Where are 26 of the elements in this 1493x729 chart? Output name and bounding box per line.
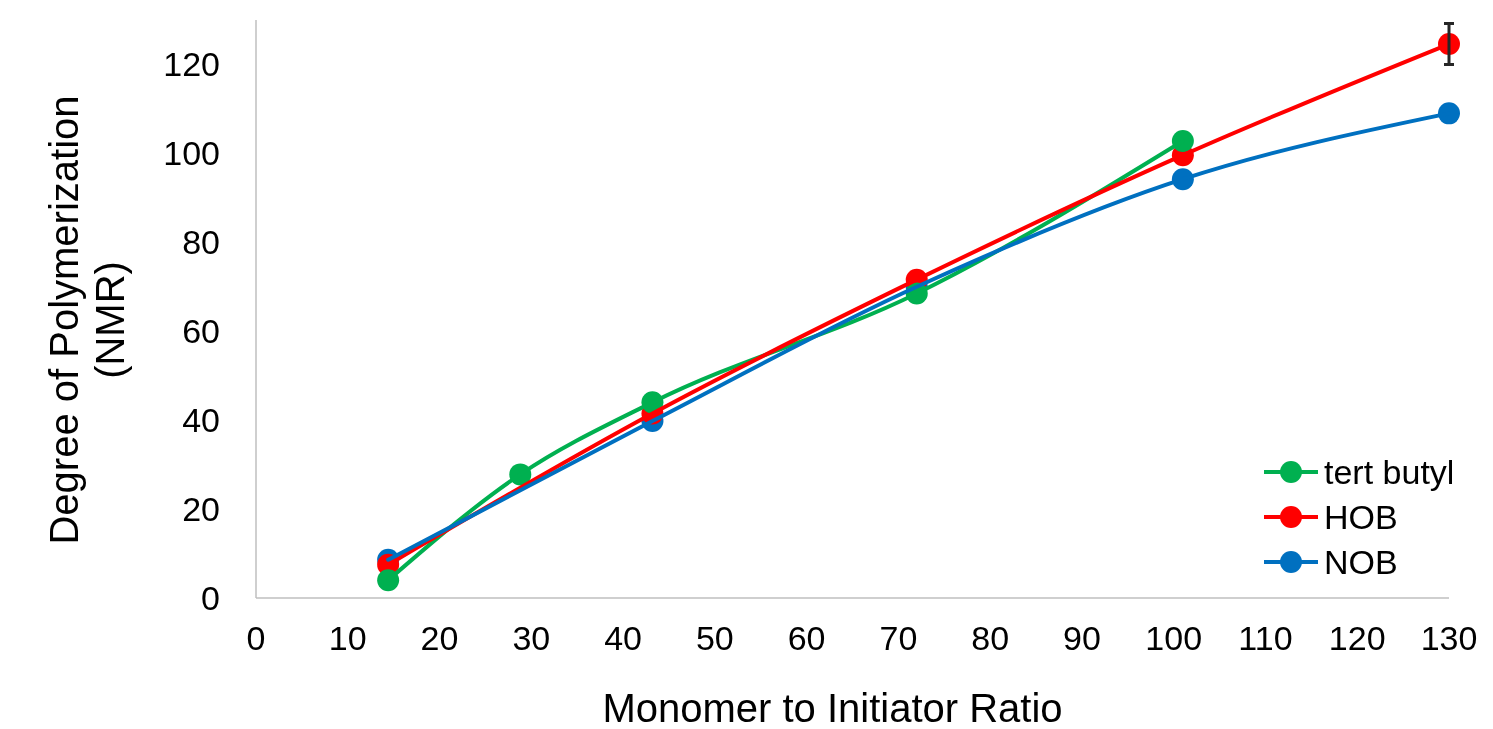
y-axis-title: Degree of Polymerization (NMR) — [42, 95, 132, 545]
y-tick-label: 100 — [163, 134, 220, 173]
x-axis-title: Monomer to Initiator Ratio — [602, 686, 1063, 729]
y-tick-label: 60 — [182, 312, 220, 351]
x-tick-label: 10 — [328, 619, 367, 657]
x-tick-label: 40 — [604, 619, 642, 657]
legend-label: tert butyl — [1324, 453, 1455, 491]
x-tick-label: 90 — [1063, 619, 1101, 657]
x-tick-label: 30 — [512, 619, 551, 657]
y-tick-label: 0 — [201, 579, 220, 617]
x-tick-label: 130 — [1420, 619, 1478, 657]
x-tick-label: 20 — [420, 619, 459, 657]
y-tick-label: 20 — [182, 490, 220, 529]
x-tick-label: 60 — [787, 619, 826, 657]
y-tick-label: 120 — [163, 45, 220, 84]
x-tick-label: 70 — [879, 619, 918, 657]
x-tick-label: 50 — [695, 619, 734, 657]
x-tick-label: 100 — [1145, 619, 1203, 657]
y-tick-label: 80 — [182, 223, 220, 262]
x-tick-label: 0 — [246, 619, 266, 657]
x-tick-label: 110 — [1238, 619, 1293, 657]
legend-label: HOB — [1324, 498, 1398, 536]
x-tick-label: 120 — [1328, 619, 1386, 657]
legend-label: NOB — [1324, 543, 1398, 581]
y-tick-label: 40 — [182, 401, 220, 440]
x-tick-label: 80 — [971, 619, 1010, 657]
